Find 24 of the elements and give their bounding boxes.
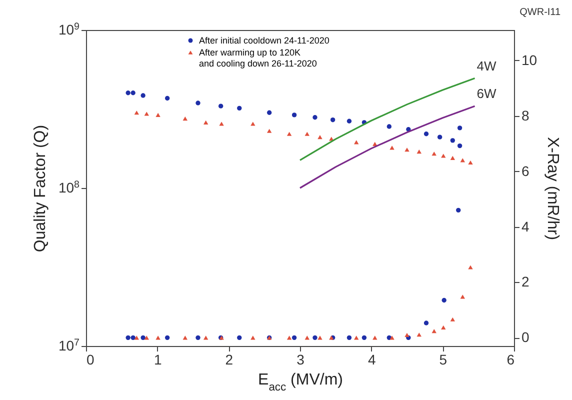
x-tick-label: 4 (368, 352, 376, 368)
x-tick-label: 3 (296, 352, 305, 368)
y2-tick-label: 4 (522, 218, 530, 234)
y-tick-label: 10$^{9}$ (58, 21, 80, 38)
x-tick-label: 6 (506, 352, 515, 368)
y2-tick-label: 2 (522, 274, 530, 290)
y2-tick-label: 10 (522, 52, 538, 68)
y2-axis-title: X-Ray (mR/hr) (544, 136, 562, 240)
series-label: 6W (476, 86, 497, 102)
x-tick-label: 5 (439, 352, 448, 368)
series-label: 4W (476, 58, 497, 74)
y2-tick-label: 6 (522, 162, 530, 179)
x-tick-label: 1 (154, 352, 162, 368)
x-axis-title: E$_{acc}$ (MV/m) (258, 372, 343, 394)
x-tick-label: 2 (225, 352, 234, 368)
y2-tick-label: 0 (522, 329, 530, 346)
legend-label: After warming up to 120K and cooling down 26-11-2020 (199, 48, 317, 68)
y-axis-title: Quality Factor (Q) (32, 124, 50, 252)
y-tick-label: 10$^{7}$ (58, 337, 80, 354)
legend-label: After initial cooldown 24-11-2020 (199, 36, 330, 46)
text: QWR-I11 (520, 7, 561, 18)
y-tick-label: 10$^{8}$ (58, 179, 80, 196)
y2-tick-label: 8 (522, 107, 530, 124)
x-tick-label: 0 (86, 352, 94, 368)
